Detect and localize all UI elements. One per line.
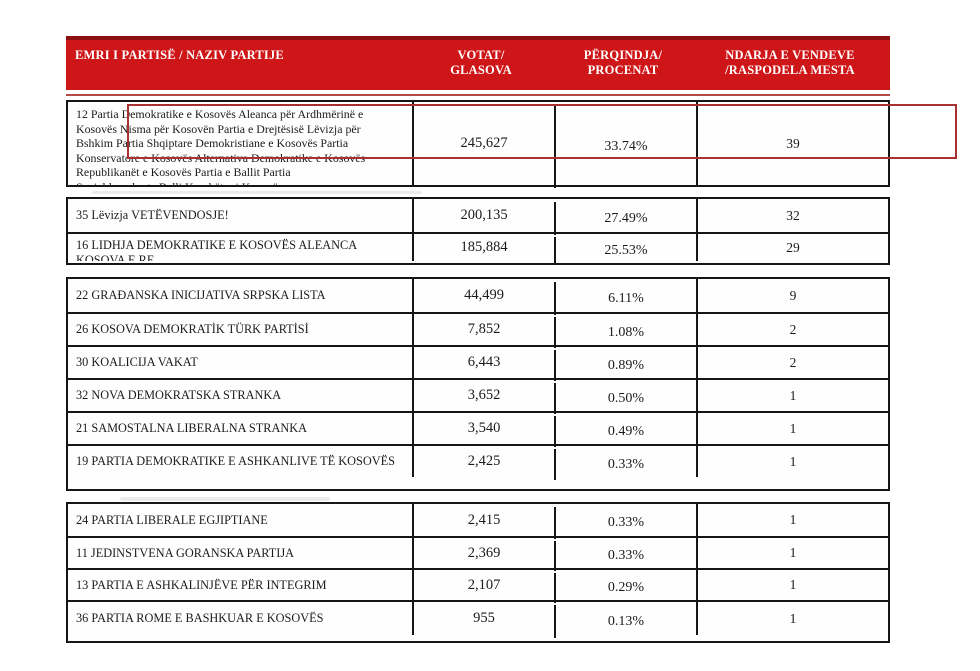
header-percent-column: PËRQINDJA/ PROCENAT (583, 48, 663, 77)
percent-cell: 27.49% (554, 202, 696, 235)
votes-cell: 245,627 (412, 102, 554, 185)
header-party-column: EMRI I PARTISË / NAZIV PARTIJE (75, 48, 284, 62)
party-name-cell: 21 SAMOSTALNA LIBERALNA STRANKA (76, 421, 307, 435)
seats-cell: 39 (696, 102, 888, 185)
percent-cell: 0.29% (554, 573, 696, 603)
party-name-cell: 26 KOSOVA DEMOKRATİK TÜRK PARTİSİ (76, 322, 309, 336)
percent-cell: 6.11% (554, 282, 696, 315)
percent-cell: 0.33% (554, 449, 696, 480)
percent-cell: 0.89% (554, 350, 696, 381)
table-row: 12 Partia Demokratike e Kosovës Aleanca … (68, 102, 888, 188)
votes-cell: 2,425 (412, 446, 554, 477)
table-group-3: 22 GRAĐANSKA INICIJATIVA SRPSKA LISTA 44… (66, 277, 890, 491)
table-row: 26 KOSOVA DEMOKRATİK TÜRK PARTİSİ 7,852 … (68, 312, 888, 348)
votes-cell: 200,135 (412, 199, 554, 232)
votes-cell: 185,884 (412, 234, 554, 261)
table-row: 30 KOALICIJA VAKAT 6,443 0.89% 2 (68, 345, 888, 381)
seats-cell: 1 (696, 504, 888, 536)
party-name-cell: 22 GRAĐANSKA INICIJATIVA SRPSKA LISTA (76, 288, 326, 302)
scan-artifact (92, 191, 422, 194)
table-row: 22 GRAĐANSKA INICIJATIVA SRPSKA LISTA 44… (68, 279, 888, 315)
annotation-red-line (66, 94, 890, 96)
party-name-cell: 12 Partia Demokratike e Kosovës Aleanca … (76, 107, 366, 185)
votes-cell: 6,443 (412, 347, 554, 378)
party-name-cell: 19 PARTIA DEMOKRATIKE E ASHKANLIVE TË KO… (76, 454, 395, 468)
seats-cell: 2 (696, 314, 888, 345)
table-group-4: 24 PARTIA LIBERALE EGJIPTIANE 2,415 0.33… (66, 502, 890, 643)
votes-cell: 3,540 (412, 413, 554, 444)
percent-cell: 0.33% (554, 541, 696, 571)
table-row: 13 PARTIA E ASHKALINJËVE PËR INTEGRIM 2,… (68, 568, 888, 603)
percent-cell: 1.08% (554, 317, 696, 348)
seats-cell: 1 (696, 380, 888, 411)
percent-cell: 0.33% (554, 507, 696, 539)
scan-artifact (120, 497, 330, 501)
votes-cell: 44,499 (412, 279, 554, 312)
party-name-cell: 35 Lëvizja VETËVENDOSJE! (76, 208, 229, 222)
votes-cell: 2,415 (412, 504, 554, 536)
header-votes-column: VOTAT/ GLASOVA (450, 48, 512, 77)
seats-cell: 1 (696, 413, 888, 444)
seats-cell: 2 (696, 347, 888, 378)
party-name-cell: 32 NOVA DEMOKRATSKA STRANKA (76, 388, 282, 402)
party-name-cell: 30 KOALICIJA VAKAT (76, 355, 198, 369)
percent-cell: 0.13% (554, 605, 696, 638)
table-row: 32 NOVA DEMOKRATSKA STRANKA 3,652 0.50% … (68, 378, 888, 414)
votes-cell: 955 (412, 602, 554, 635)
percent-cell: 33.74% (554, 105, 696, 188)
header-seats-column: NDARJA E VENDEVE /RASPODELA MESTA (725, 48, 855, 77)
annotation-red-box (127, 104, 957, 159)
party-name-cell: 11 JEDINSTVENA GORANSKA PARTIJA (76, 545, 295, 560)
seats-cell: 32 (696, 199, 888, 232)
votes-cell: 2,107 (412, 570, 554, 600)
party-name-cell: 36 PARTIA ROME E BASHKUAR E KOSOVËS (76, 611, 324, 625)
table-header: EMRI I PARTISË / NAZIV PARTIJE VOTAT/ GL… (66, 36, 890, 90)
seats-cell: 1 (696, 446, 888, 477)
percent-cell: 0.50% (554, 383, 696, 414)
table-row: 19 PARTIA DEMOKRATIKE E ASHKANLIVE TË KO… (68, 444, 888, 480)
table-row: 21 SAMOSTALNA LIBERALNA STRANKA 3,540 0.… (68, 411, 888, 447)
votes-cell: 7,852 (412, 314, 554, 345)
table-row: 11 JEDINSTVENA GORANSKA PARTIJA 2,369 0.… (68, 536, 888, 571)
votes-cell: 3,652 (412, 380, 554, 411)
seats-cell: 9 (696, 279, 888, 312)
seats-cell: 1 (696, 538, 888, 568)
table-row: 35 Lëvizja VETËVENDOSJE! 200,135 27.49% … (68, 199, 888, 235)
table-row: 16 LIDHJA DEMOKRATIKE E KOSOVËS ALEANCA … (68, 232, 888, 264)
table-row: 24 PARTIA LIBERALE EGJIPTIANE 2,415 0.33… (68, 504, 888, 539)
party-name-cell: 16 LIDHJA DEMOKRATIKE E KOSOVËS ALEANCA … (76, 238, 358, 261)
seats-cell: 29 (696, 234, 888, 261)
seats-cell: 1 (696, 570, 888, 600)
party-name-cell: 24 PARTIA LIBERALE EGJIPTIANE (76, 512, 268, 527)
table-row: 36 PARTIA ROME E BASHKUAR E KOSOVËS 955 … (68, 600, 888, 638)
table-group-1: 12 Partia Demokratike e Kosovës Aleanca … (66, 100, 890, 188)
votes-cell: 2,369 (412, 538, 554, 568)
party-name-cell: 13 PARTIA E ASHKALINJËVE PËR INTEGRIM (76, 577, 327, 592)
percent-cell: 0.49% (554, 416, 696, 447)
percent-cell: 25.53% (554, 237, 696, 264)
table-group-2: 35 Lëvizja VETËVENDOSJE! 200,135 27.49% … (66, 197, 890, 265)
seats-cell: 1 (696, 602, 888, 635)
